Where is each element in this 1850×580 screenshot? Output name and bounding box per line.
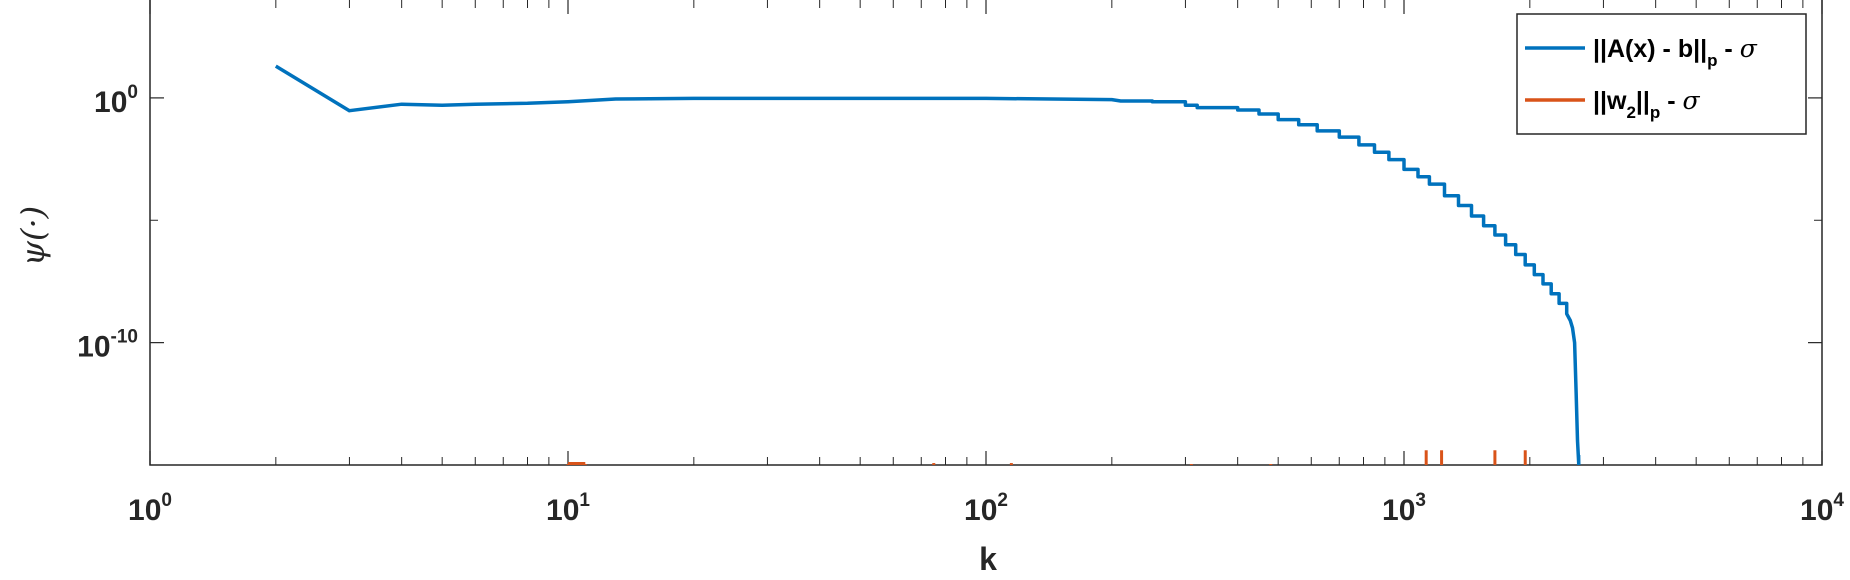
y-tick-label: 100 — [94, 82, 138, 119]
legend-w2-sub: 2 — [1626, 103, 1635, 122]
x-tick-exponent: 1 — [579, 490, 590, 511]
legend: ||A(x) - b||p - σ ||w2||p - σ — [1516, 13, 1807, 135]
x-axis-label: k — [979, 541, 997, 577]
x-tick-label: 104 — [1800, 490, 1844, 527]
series-residual-line — [274, 64, 1581, 465]
legend-w2-tail: - — [1660, 87, 1682, 115]
x-tick-label: 102 — [964, 490, 1008, 527]
x-tick-exponent: 2 — [997, 490, 1008, 511]
x-tick-exponent: 4 — [1833, 490, 1844, 511]
y-tick-exponent: 0 — [127, 82, 138, 103]
legend-entry-w2: ||w2||p - σ — [1593, 86, 1701, 122]
legend-box — [1516, 13, 1807, 135]
legend-w2-sigma: σ — [1683, 86, 1701, 115]
series-group — [274, 64, 1581, 465]
legend-w2-mid: || — [1636, 87, 1650, 115]
legend-residual-sub: p — [1707, 51, 1717, 70]
x-tick-base: 10 — [546, 494, 579, 527]
y-tick-base: 10 — [77, 331, 110, 364]
x-tick-label: 103 — [1382, 490, 1426, 527]
y-tick-exponent: -10 — [111, 327, 138, 348]
x-tick-base: 10 — [128, 494, 161, 527]
legend-w2-sub2: p — [1650, 103, 1660, 122]
x-tick-base: 10 — [964, 494, 997, 527]
legend-residual-main: ||A(x) - b|| — [1593, 35, 1707, 63]
legend-w2-main: ||w — [1593, 87, 1627, 115]
x-tick-base: 10 — [1382, 494, 1415, 527]
minor-ticks — [150, 0, 1822, 466]
y-tick-label: 10-10 — [77, 327, 138, 364]
x-tick-exponent: 3 — [1415, 490, 1426, 511]
x-tick-exponent: 0 — [161, 490, 172, 511]
legend-residual-tail: - — [1717, 35, 1739, 63]
y-tick-base: 10 — [94, 86, 127, 119]
x-tick-label: 100 — [128, 490, 172, 527]
x-tick-base: 10 — [1800, 494, 1833, 527]
legend-residual-sigma: σ — [1740, 34, 1758, 63]
legend-entry-residual: ||A(x) - b||p - σ — [1593, 34, 1758, 70]
y-axis-label: ψ(·) — [14, 206, 52, 266]
x-tick-label: 101 — [546, 490, 590, 527]
